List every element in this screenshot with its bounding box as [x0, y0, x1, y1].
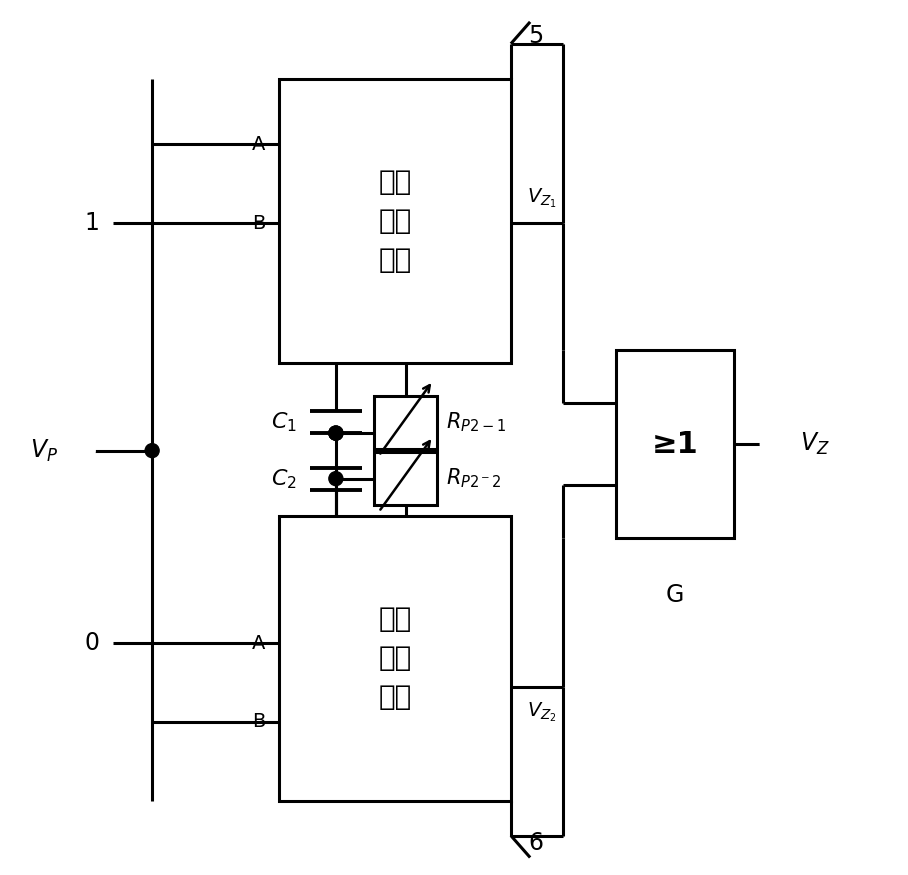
- Bar: [279, 79, 511, 363]
- Text: 1: 1: [84, 211, 100, 235]
- Text: 5: 5: [528, 24, 544, 48]
- Bar: [279, 516, 511, 801]
- Text: G: G: [666, 583, 684, 607]
- Text: 0: 0: [84, 631, 100, 655]
- Text: $V_{Z_2}$: $V_{Z_2}$: [527, 700, 557, 724]
- Text: $C_2$: $C_2$: [271, 467, 297, 491]
- Circle shape: [145, 444, 159, 458]
- Text: $V_{Z_1}$: $V_{Z_1}$: [527, 186, 557, 210]
- Circle shape: [329, 426, 343, 440]
- Text: A: A: [252, 634, 265, 653]
- Text: $V_Z$: $V_Z$: [800, 431, 829, 457]
- Text: $C_1$: $C_1$: [271, 410, 297, 434]
- Text: A: A: [252, 135, 265, 154]
- Circle shape: [329, 472, 343, 486]
- Text: 6: 6: [528, 831, 543, 855]
- Text: $R_{P2^-2}$: $R_{P2^-2}$: [446, 467, 502, 490]
- Text: ≥1: ≥1: [652, 430, 698, 458]
- Text: $R_{P2-1}$: $R_{P2-1}$: [446, 411, 507, 434]
- Circle shape: [70, 438, 94, 463]
- Text: $V_P$: $V_P$: [30, 438, 57, 464]
- Bar: [616, 350, 734, 538]
- Circle shape: [329, 426, 343, 440]
- Circle shape: [329, 426, 343, 440]
- Text: 单稳
态触
发器: 单稳 态触 发器: [379, 606, 411, 711]
- Circle shape: [761, 431, 785, 457]
- Text: 单稳
态触
发器: 单稳 态触 发器: [379, 168, 411, 274]
- Bar: [374, 452, 438, 505]
- Text: B: B: [252, 214, 265, 233]
- Text: B: B: [252, 712, 265, 732]
- Bar: [374, 396, 438, 449]
